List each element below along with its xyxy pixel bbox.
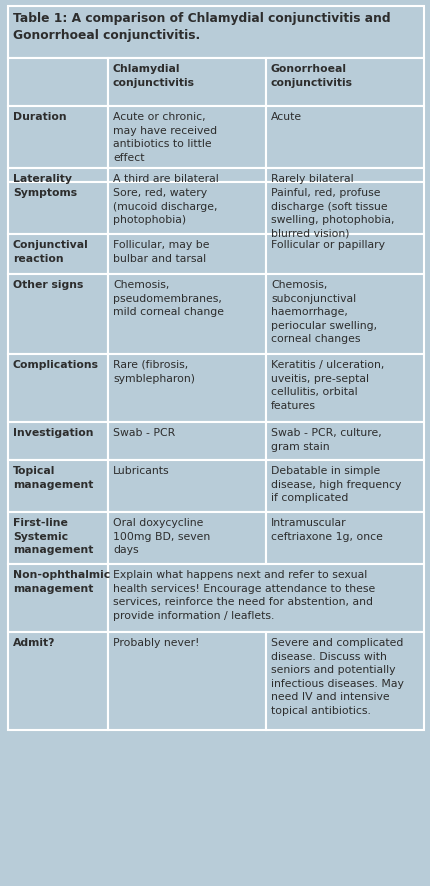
Text: Sore, red, watery
(mucoid discharge,
photophobia): Sore, red, watery (mucoid discharge, pho… bbox=[113, 188, 217, 225]
Text: Topical
management: Topical management bbox=[13, 465, 93, 489]
Text: Explain what happens next and refer to sexual
health services! Encourage attenda: Explain what happens next and refer to s… bbox=[113, 570, 375, 620]
Text: Chemosis,
subconjunctival
haemorrhage,
periocular swelling,
corneal changes: Chemosis, subconjunctival haemorrhage, p… bbox=[270, 280, 376, 344]
Bar bbox=[8, 633, 108, 730]
Text: Chlamydial
conjunctivitis: Chlamydial conjunctivitis bbox=[113, 64, 194, 88]
Bar bbox=[8, 461, 108, 512]
Text: Follicular, may be
bulbar and tarsal: Follicular, may be bulbar and tarsal bbox=[113, 240, 209, 263]
Bar bbox=[265, 275, 423, 354]
Text: Rare (fibrosis,
symblepharon): Rare (fibrosis, symblepharon) bbox=[113, 360, 194, 383]
Text: Severe and complicated
disease. Discuss with
seniors and potentially
infectious : Severe and complicated disease. Discuss … bbox=[270, 637, 403, 715]
Bar bbox=[8, 183, 108, 235]
Bar bbox=[265, 107, 423, 169]
Text: Swab - PCR, culture,
gram stain: Swab - PCR, culture, gram stain bbox=[270, 428, 381, 451]
Bar bbox=[108, 423, 265, 461]
Text: Keratitis / ulceration,
uveitis, pre-septal
cellulitis, orbital
features: Keratitis / ulceration, uveitis, pre-sep… bbox=[270, 360, 384, 410]
Bar bbox=[265, 423, 423, 461]
Text: Swab - PCR: Swab - PCR bbox=[113, 428, 175, 438]
Text: Chemosis,
pseudomembranes,
mild corneal change: Chemosis, pseudomembranes, mild corneal … bbox=[113, 280, 224, 317]
Bar bbox=[108, 354, 265, 423]
Bar bbox=[108, 59, 265, 107]
Text: Investigation: Investigation bbox=[13, 428, 93, 438]
Text: Painful, red, profuse
discharge (soft tissue
swelling, photophobia,
blurred visi: Painful, red, profuse discharge (soft ti… bbox=[270, 188, 393, 238]
Text: Lubricants: Lubricants bbox=[113, 465, 169, 476]
Text: A third are bilateral: A third are bilateral bbox=[113, 174, 218, 183]
Bar bbox=[8, 354, 108, 423]
Text: Probably never!: Probably never! bbox=[113, 637, 199, 648]
Bar bbox=[8, 169, 108, 183]
Bar bbox=[108, 235, 265, 275]
Text: First-line
Systemic
management: First-line Systemic management bbox=[13, 517, 93, 555]
Text: Symptoms: Symptoms bbox=[13, 188, 77, 198]
Text: Intramuscular
ceftriaxone 1g, once: Intramuscular ceftriaxone 1g, once bbox=[270, 517, 382, 541]
Text: Acute: Acute bbox=[270, 112, 301, 122]
Bar bbox=[8, 107, 108, 169]
Text: Rarely bilateral: Rarely bilateral bbox=[270, 174, 353, 183]
Bar bbox=[108, 461, 265, 512]
Text: Duration: Duration bbox=[13, 112, 67, 122]
Text: Conjunctival
reaction: Conjunctival reaction bbox=[13, 240, 89, 263]
Bar bbox=[8, 59, 108, 107]
Bar bbox=[265, 235, 423, 275]
Bar bbox=[265, 633, 423, 730]
Bar bbox=[265, 354, 423, 423]
Text: Debatable in simple
disease, high frequency
if complicated: Debatable in simple disease, high freque… bbox=[270, 465, 400, 502]
Bar bbox=[265, 512, 423, 564]
Bar bbox=[8, 512, 108, 564]
Text: Other signs: Other signs bbox=[13, 280, 83, 290]
Bar bbox=[8, 235, 108, 275]
Bar bbox=[8, 275, 108, 354]
Bar bbox=[8, 423, 108, 461]
Text: Table 1: A comparison of Chlamydial conjunctivitis and
Gonorrhoeal conjunctiviti: Table 1: A comparison of Chlamydial conj… bbox=[13, 12, 390, 43]
Text: Complications: Complications bbox=[13, 360, 99, 369]
Bar bbox=[108, 564, 423, 633]
Text: Oral doxycycline
100mg BD, seven
days: Oral doxycycline 100mg BD, seven days bbox=[113, 517, 210, 555]
Bar bbox=[108, 633, 265, 730]
Bar bbox=[265, 59, 423, 107]
Text: Admit?: Admit? bbox=[13, 637, 55, 648]
Text: Gonorrhoeal
conjunctivitis: Gonorrhoeal conjunctivitis bbox=[270, 64, 352, 88]
Bar bbox=[108, 275, 265, 354]
Bar bbox=[265, 183, 423, 235]
Text: Follicular or papillary: Follicular or papillary bbox=[270, 240, 384, 250]
Bar bbox=[108, 512, 265, 564]
Text: Non-ophthalmic
management: Non-ophthalmic management bbox=[13, 570, 110, 593]
Text: Laterality: Laterality bbox=[13, 174, 72, 183]
Bar bbox=[8, 7, 423, 59]
Bar bbox=[265, 169, 423, 183]
Bar bbox=[108, 183, 265, 235]
Bar bbox=[8, 564, 108, 633]
Bar bbox=[265, 461, 423, 512]
Bar bbox=[108, 169, 265, 183]
Bar bbox=[108, 107, 265, 169]
Text: Acute or chronic,
may have received
antibiotics to little
effect: Acute or chronic, may have received anti… bbox=[113, 112, 217, 163]
